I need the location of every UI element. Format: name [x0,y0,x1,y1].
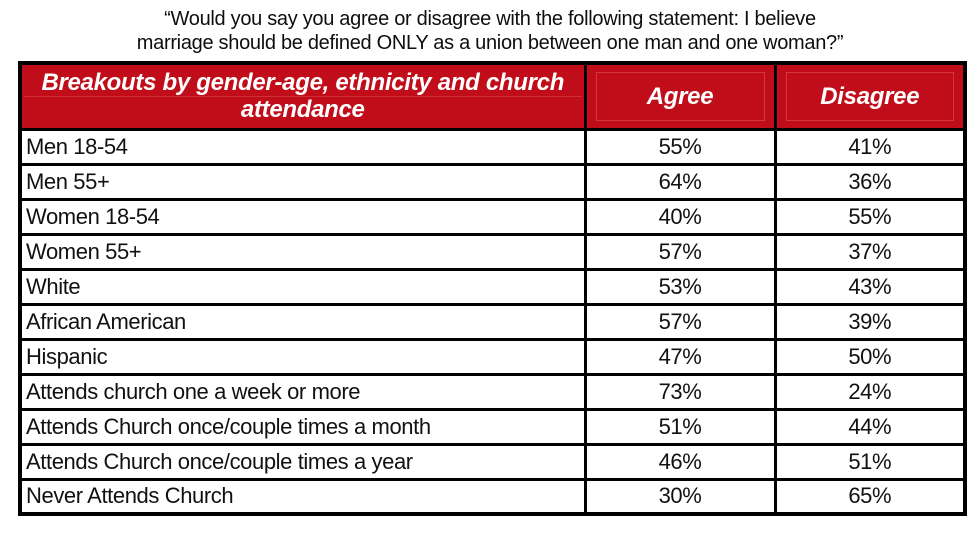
table-row: African American 57% 39% [18,302,967,341]
agree-value: 64% [583,162,777,201]
table-row: Attends church one a week or more 73% 24… [18,372,967,411]
row-label: Attends Church once/couple times a year [18,442,587,481]
header-disagree-label: Disagree [820,82,920,110]
table-row: Attends Church once/couple times a month… [18,407,967,446]
agree-value: 51% [583,407,777,446]
disagree-value: 55% [773,197,967,236]
row-label: White [18,267,587,306]
table-row: Hispanic 47% 50% [18,337,967,376]
disagree-value: 43% [773,267,967,306]
row-label: Women 18-54 [18,197,587,236]
agree-value: 47% [583,337,777,376]
table-row: Never Attends Church 30% 65% [18,477,967,516]
header-disagree: Disagree [773,61,967,131]
disagree-value: 24% [773,372,967,411]
header-agree-label: Agree [646,82,714,110]
survey-results-table: Breakouts by gender-age, ethnicity and c… [18,61,967,516]
table-row: White 53% 43% [18,267,967,306]
table-header-row: Breakouts by gender-age, ethnicity and c… [18,61,967,131]
row-label: Attends church one a week or more [18,372,587,411]
row-label: Men 55+ [18,162,587,201]
agree-value: 30% [583,477,777,516]
header-breakouts: Breakouts by gender-age, ethnicity and c… [18,61,587,131]
agree-value: 55% [583,127,777,166]
survey-question-title: “Would you say you agree or disagree wit… [0,0,980,55]
disagree-value: 41% [773,127,967,166]
row-label: Attends Church once/couple times a month [18,407,587,446]
agree-value: 73% [583,372,777,411]
table-row: Men 18-54 55% 41% [18,127,967,166]
agree-value: 46% [583,442,777,481]
agree-value: 40% [583,197,777,236]
disagree-value: 51% [773,442,967,481]
title-line-1: “Would you say you agree or disagree wit… [164,8,816,30]
agree-value: 57% [583,232,777,271]
agree-value: 53% [583,267,777,306]
row-label: Men 18-54 [18,127,587,166]
header-agree: Agree [583,61,777,131]
title-line-2: marriage should be defined ONLY as a uni… [136,32,844,54]
table-row: Women 55+ 57% 37% [18,232,967,271]
disagree-value: 37% [773,232,967,271]
agree-value: 57% [583,302,777,341]
table-row: Women 18-54 40% 55% [18,197,967,236]
disagree-value: 44% [773,407,967,446]
header-breakouts-label: Breakouts by gender-age, ethnicity and c… [41,69,565,124]
table-row: Attends Church once/couple times a year … [18,442,967,481]
row-label: Hispanic [18,337,587,376]
disagree-value: 39% [773,302,967,341]
disagree-value: 36% [773,162,967,201]
row-label: Never Attends Church [18,477,587,516]
row-label: Women 55+ [18,232,587,271]
disagree-value: 50% [773,337,967,376]
table-row: Men 55+ 64% 36% [18,162,967,201]
row-label: African American [18,302,587,341]
disagree-value: 65% [773,477,967,516]
